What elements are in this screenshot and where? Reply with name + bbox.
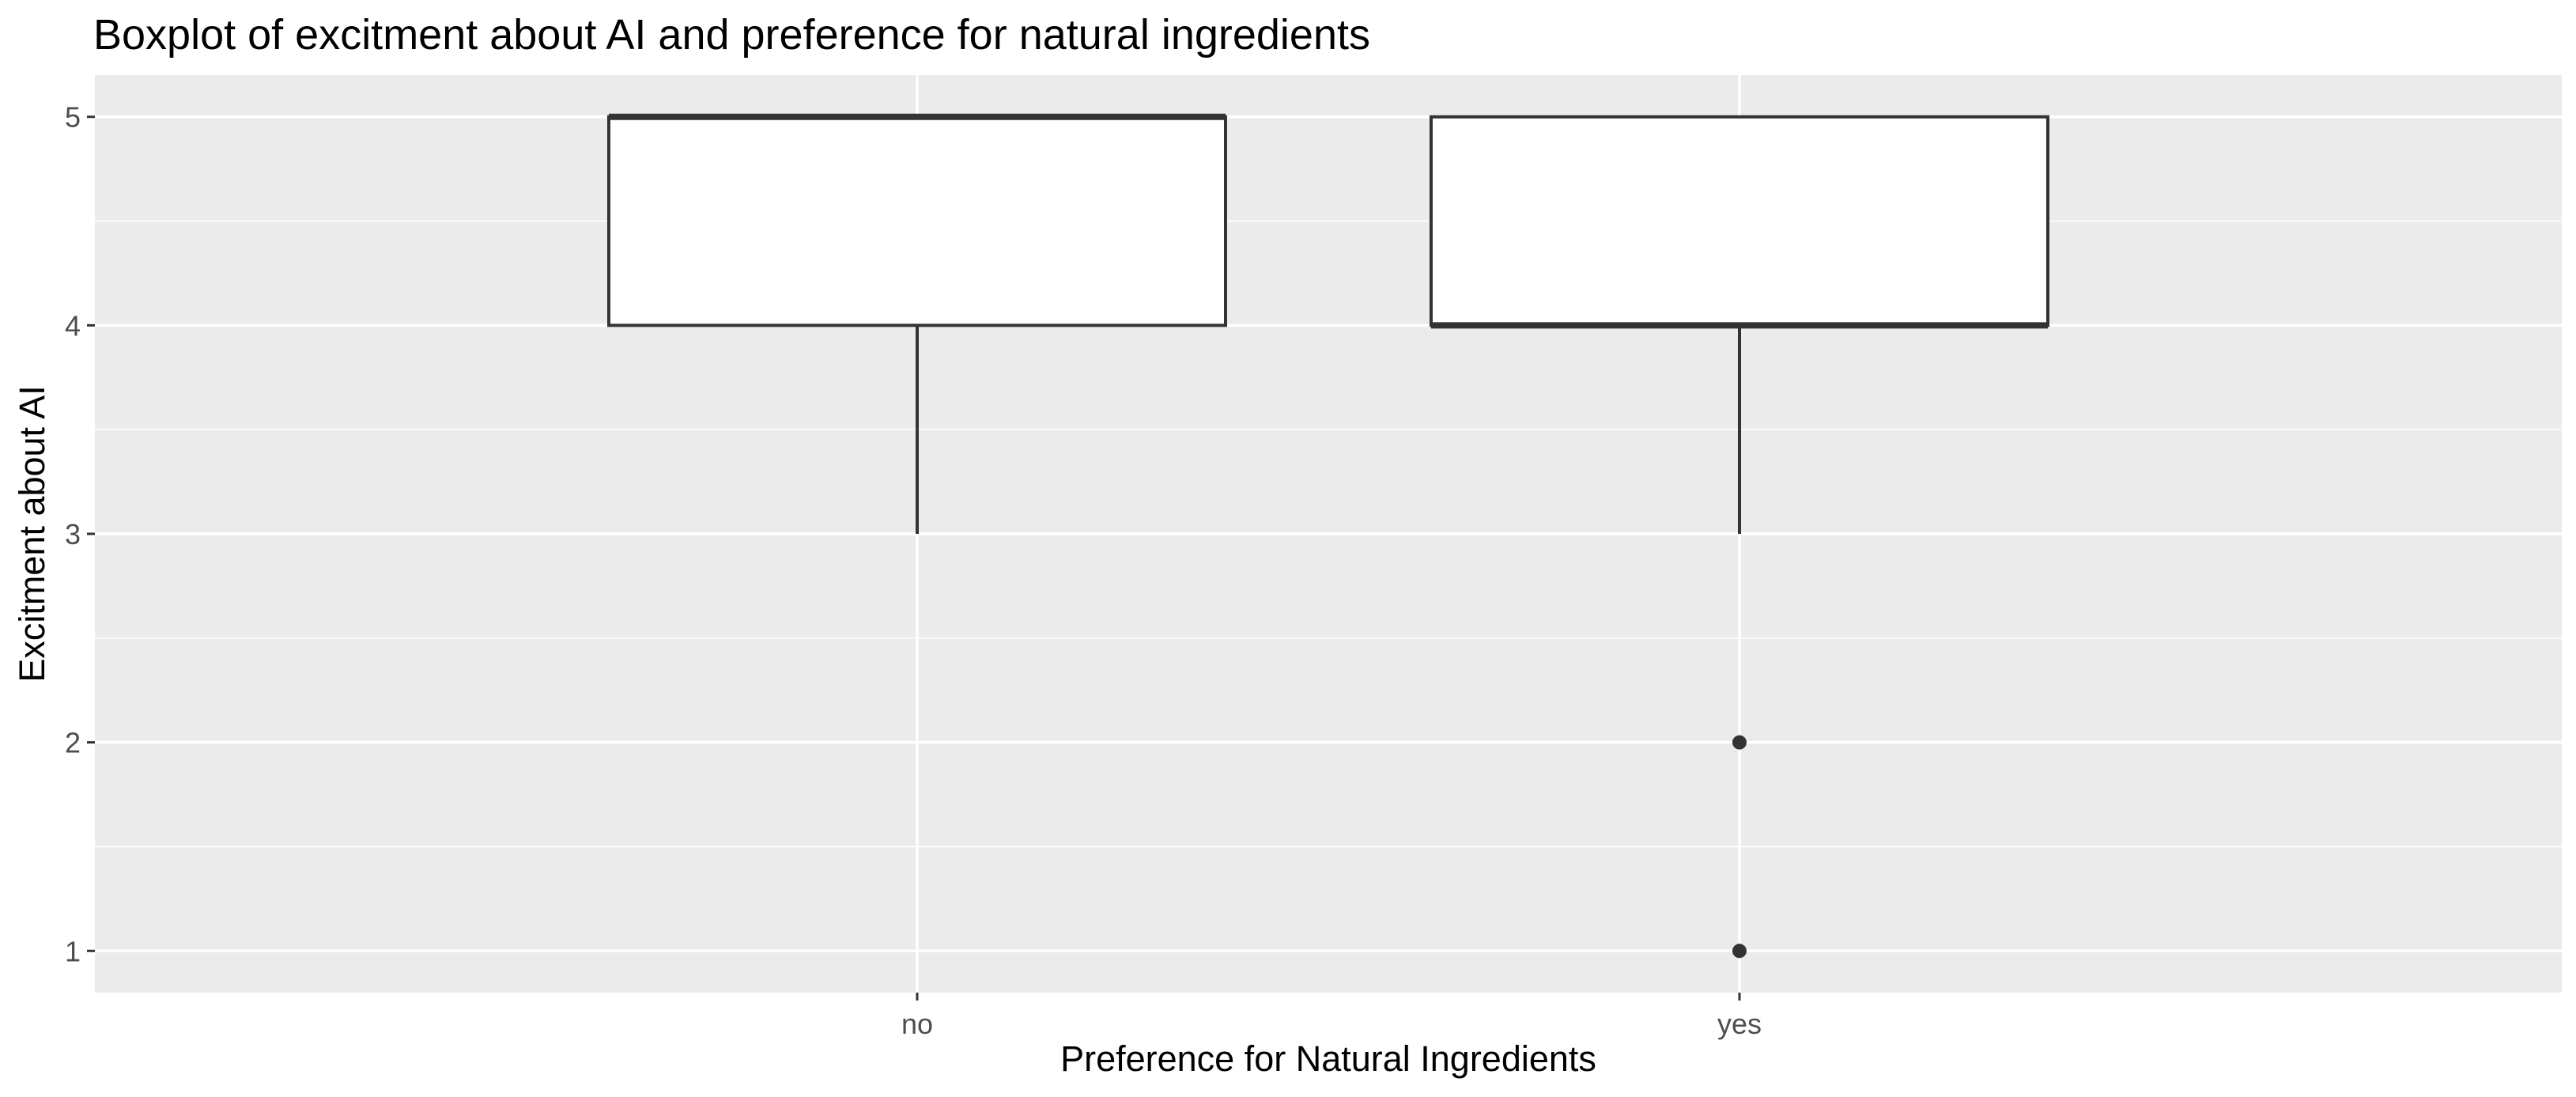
y-tick-label: 2	[65, 727, 81, 759]
y-axis-title: Excitment about AI	[12, 385, 52, 682]
box-rect	[1430, 115, 2049, 327]
outlier-point	[1732, 735, 1747, 750]
box-no	[607, 113, 1227, 534]
box-rect	[607, 115, 1227, 327]
y-tick-label: 5	[65, 101, 81, 134]
x-tick-label-yes: yes	[1717, 1008, 1762, 1040]
boxes	[607, 113, 2049, 959]
chart-title: Boxplot of excitment about AI and prefer…	[93, 11, 1370, 59]
x-axis: no yes	[901, 993, 1762, 1040]
y-tick-label: 1	[65, 935, 81, 967]
outlier-point	[1732, 944, 1747, 959]
x-tick-label-no: no	[901, 1008, 933, 1040]
y-axis: 1 2 3 4 5	[65, 101, 95, 967]
x-axis-title: Preference for Natural Ingredients	[1060, 1038, 1596, 1079]
y-tick-label: 3	[65, 518, 81, 550]
box-yes	[1430, 115, 2049, 959]
y-tick-label: 4	[65, 309, 81, 342]
